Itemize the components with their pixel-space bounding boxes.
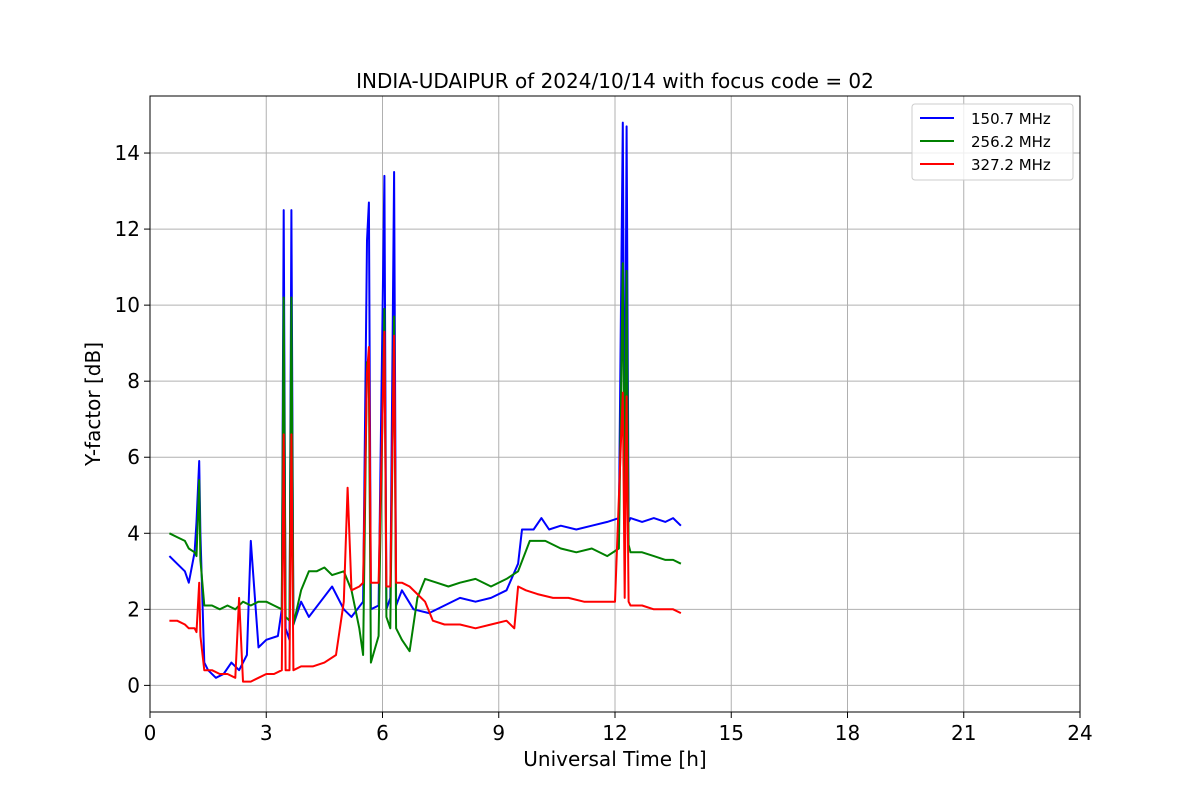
y-tick-label: 6 [127, 445, 140, 469]
x-tick-label: 24 [1067, 721, 1092, 745]
y-tick-label: 2 [127, 597, 140, 621]
x-tick-label: 12 [602, 721, 627, 745]
legend-label-0: 150.7 MHz [971, 110, 1051, 128]
x-tick-label: 0 [144, 721, 157, 745]
x-tick-label: 9 [492, 721, 505, 745]
series-line-2 [169, 330, 682, 683]
y-tick-label: 8 [127, 369, 140, 393]
x-tick-label: 6 [376, 721, 389, 745]
x-axis-ticks: 0 3 6 9 12 15 18 21 24 [144, 712, 1093, 745]
legend-label-2: 327.2 MHz [971, 156, 1051, 174]
y-axis-ticks: 0 2 4 6 8 10 12 14 [115, 141, 150, 697]
y-axis-label: Y-factor [dB] [81, 342, 105, 467]
y-tick-label: 4 [127, 521, 140, 545]
y-tick-label: 14 [115, 141, 140, 165]
plot-lines [168, 121, 682, 683]
legend: 150.7 MHz 256.2 MHz 327.2 MHz [911, 103, 1074, 181]
y-tick-label: 10 [115, 293, 140, 317]
x-tick-label: 21 [951, 721, 976, 745]
legend-frame [911, 103, 1074, 181]
x-tick-label: 15 [719, 721, 744, 745]
legend-label-1: 256.2 MHz [971, 133, 1051, 151]
x-tick-label: 3 [260, 721, 273, 745]
y-tick-label: 0 [127, 673, 140, 697]
y-tick-label: 12 [115, 217, 140, 241]
x-tick-label: 18 [835, 721, 860, 745]
chart-title: INDIA-UDAIPUR of 2024/10/14 with focus c… [356, 69, 874, 93]
x-axis-label: Universal Time [h] [523, 747, 706, 771]
